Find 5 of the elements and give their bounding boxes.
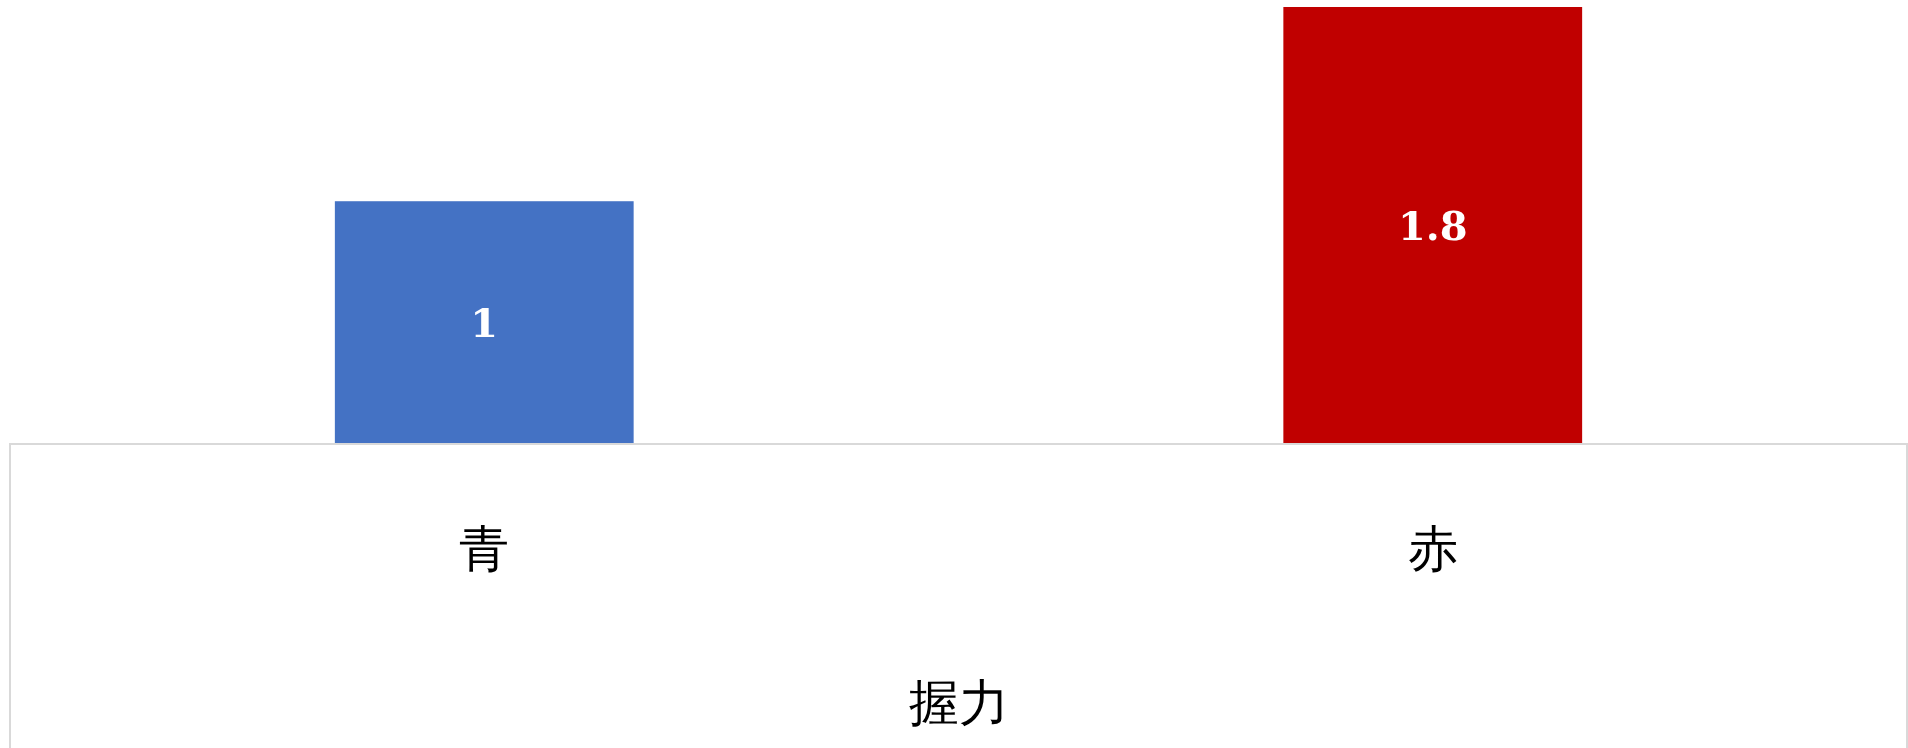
x-axis-title: 握力 — [908, 674, 1009, 732]
data-label: 1.8 — [1397, 201, 1468, 249]
x-tick-label: 青 — [459, 520, 510, 578]
x-tick-label: 赤 — [1407, 520, 1458, 578]
data-label: 1 — [470, 298, 499, 346]
